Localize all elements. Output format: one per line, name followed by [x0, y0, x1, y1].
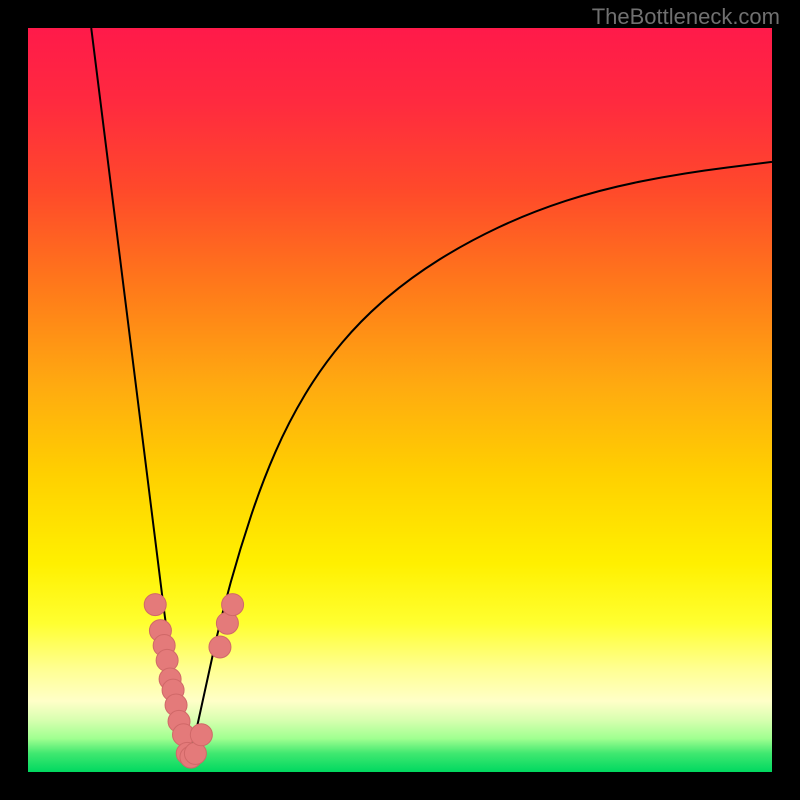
- data-marker: [209, 636, 231, 658]
- plot-area: [28, 28, 772, 772]
- watermark-text: TheBottleneck.com: [592, 4, 780, 30]
- chart-container: TheBottleneck.com: [0, 0, 800, 800]
- chart-svg: [28, 28, 772, 772]
- data-marker: [190, 724, 212, 746]
- curve-right-branch: [188, 162, 772, 765]
- data-marker: [222, 594, 244, 616]
- data-marker: [144, 594, 166, 616]
- marker-group: [144, 594, 243, 769]
